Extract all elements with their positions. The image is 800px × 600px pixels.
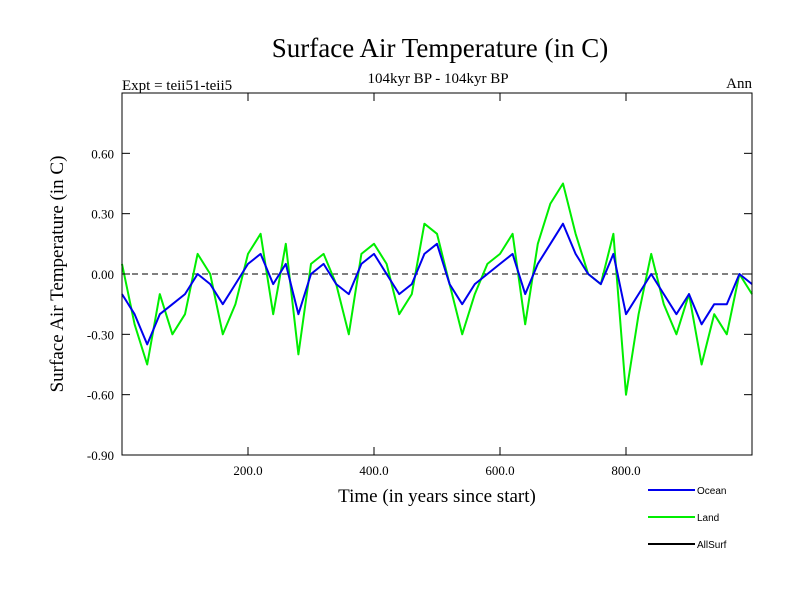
x-axis-label: Time (in years since start) bbox=[338, 486, 536, 507]
chart-title: Surface Air Temperature (in C) bbox=[272, 33, 609, 63]
experiment-label: Expt = teii51-teii5 bbox=[122, 78, 232, 94]
y-tick-label: -0.60 bbox=[87, 388, 114, 403]
legend-label-allsurf: AllSurf bbox=[697, 540, 727, 551]
season-label: Ann bbox=[726, 76, 752, 92]
y-tick-label: 0.30 bbox=[91, 207, 114, 222]
x-tick-label: 200.0 bbox=[233, 463, 262, 478]
series-line-ocean bbox=[121, 222, 753, 346]
y-tick-label: 0.60 bbox=[91, 146, 114, 161]
plot-lines bbox=[121, 182, 753, 396]
legend-label-ocean: Ocean bbox=[697, 486, 726, 497]
y-tick-label: -0.90 bbox=[87, 448, 114, 463]
y-tick-label: -0.30 bbox=[87, 327, 114, 342]
x-tick-label: 400.0 bbox=[359, 463, 388, 478]
x-tick-label: 800.0 bbox=[611, 463, 640, 478]
x-tick-label: 600.0 bbox=[485, 463, 514, 478]
legend: Ocean Land AllSurf bbox=[648, 486, 727, 551]
chart-subtitle: 104kyr BP - 104kyr BP bbox=[367, 71, 508, 87]
x-axis: 200.0 400.0 600.0 800.0 bbox=[233, 93, 641, 478]
y-axis-label: Surface Air Temperature (in C) bbox=[47, 156, 68, 393]
y-axis: -0.90 -0.60 -0.30 0.00 0.30 0.60 bbox=[87, 146, 752, 463]
legend-label-land: Land bbox=[697, 513, 719, 524]
y-tick-label: 0.00 bbox=[91, 267, 114, 282]
series-line-land bbox=[121, 182, 753, 396]
